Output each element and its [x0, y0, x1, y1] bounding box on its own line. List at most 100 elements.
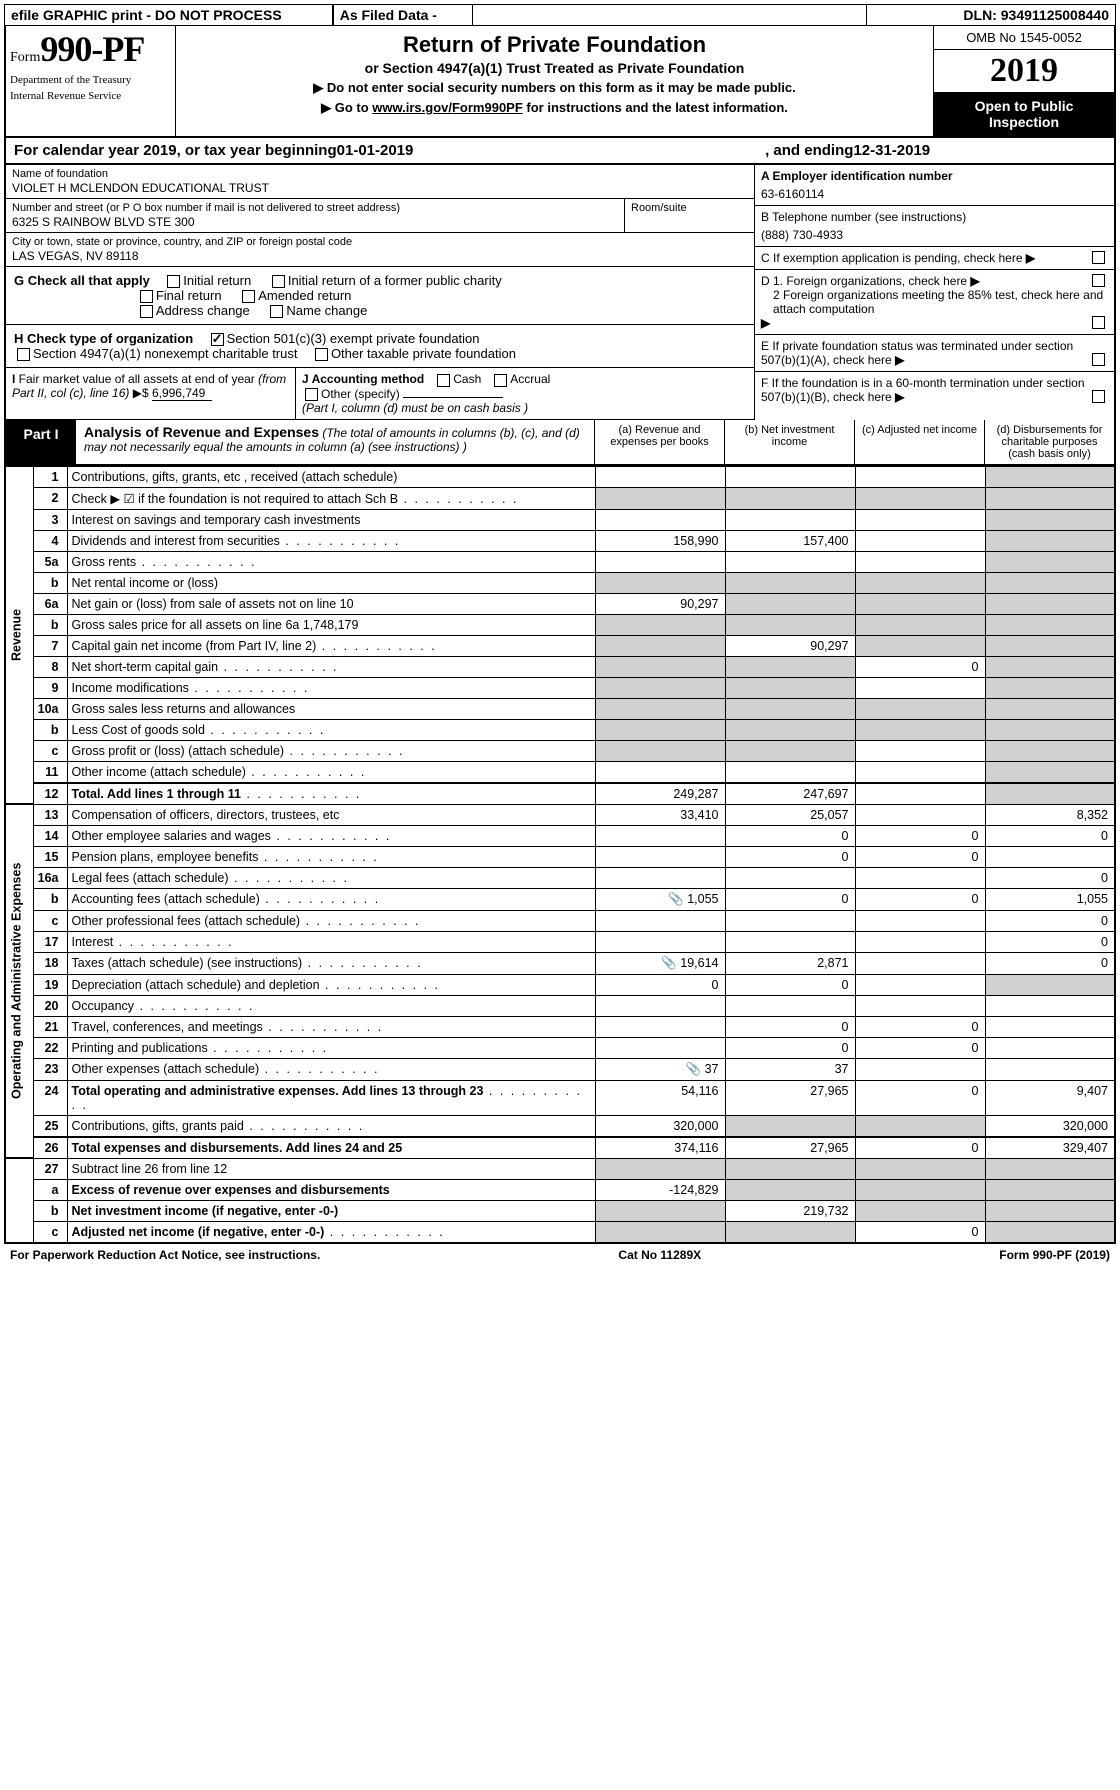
section-H: H Check type of organization Section 501… — [6, 325, 754, 368]
line-25-col-d: 320,000 — [985, 1115, 1115, 1137]
cb-4947a1[interactable] — [17, 348, 30, 361]
cb-accrual[interactable] — [494, 374, 507, 387]
line-c-col-a — [595, 910, 725, 931]
line-18-desc: Taxes (attach schedule) (see instruction… — [67, 952, 595, 974]
line-c-desc: Other professional fees (attach schedule… — [67, 910, 595, 931]
line-25-col-a: 320,000 — [595, 1115, 725, 1137]
cb-other-taxable[interactable] — [315, 348, 328, 361]
line-24-desc: Total operating and administrative expen… — [67, 1080, 595, 1115]
line-13-desc: Compensation of officers, directors, tru… — [67, 804, 595, 825]
line-6a-desc: Net gain or (loss) from sale of assets n… — [67, 593, 595, 614]
page-footer: For Paperwork Reduction Act Notice, see … — [4, 1244, 1116, 1266]
line-7-desc: Capital gain net income (from Part IV, l… — [67, 635, 595, 656]
line-7-col-a — [595, 635, 725, 656]
line-3-col-b — [725, 509, 855, 530]
line-17-col-b — [725, 931, 855, 952]
line-c-col-c — [855, 740, 985, 761]
line-8-col-b — [725, 656, 855, 677]
cb-501c3[interactable] — [211, 333, 224, 346]
line-6a-col-d — [985, 593, 1115, 614]
line-15-col-a — [595, 846, 725, 867]
line-b-col-a: 📎 1,055 — [595, 888, 725, 910]
line-4-col-a: 158,990 — [595, 530, 725, 551]
line-6a-col-b — [725, 593, 855, 614]
line-22-desc: Printing and publications — [67, 1037, 595, 1058]
line-b-col-c — [855, 719, 985, 740]
line-b-col-b: 0 — [725, 888, 855, 910]
efile-notice: efile GRAPHIC print - DO NOT PROCESS — [4, 4, 333, 26]
line-21-col-c: 0 — [855, 1016, 985, 1037]
cb-initial-former[interactable] — [272, 275, 285, 288]
line-a-desc: Excess of revenue over expenses and disb… — [67, 1179, 595, 1200]
cb-address-change[interactable] — [140, 305, 153, 318]
line-2-col-b — [725, 487, 855, 509]
line-5a-col-a — [595, 551, 725, 572]
line-c-col-b — [725, 1221, 855, 1243]
line-22-col-d — [985, 1037, 1115, 1058]
line-b-col-a — [595, 614, 725, 635]
line-c-col-c: 0 — [855, 1221, 985, 1243]
side-label: Revenue — [5, 466, 33, 804]
line-14-col-c: 0 — [855, 825, 985, 846]
line-5a-col-d — [985, 551, 1115, 572]
line-2-col-d — [985, 487, 1115, 509]
line-7-col-d — [985, 635, 1115, 656]
line-1-col-b — [725, 466, 855, 487]
line-16a-col-c — [855, 867, 985, 888]
line-14-desc: Other employee salaries and wages — [67, 825, 595, 846]
section-G: G Check all that apply Initial return In… — [6, 267, 754, 325]
line-27-col-a — [595, 1158, 725, 1179]
line-22-col-c: 0 — [855, 1037, 985, 1058]
line-8-desc: Net short-term capital gain — [67, 656, 595, 677]
line-14-col-a — [595, 825, 725, 846]
address: 6325 S RAINBOW BLVD STE 300 — [12, 215, 618, 229]
ein: 63-6160114 — [761, 187, 1108, 201]
line-a-col-b — [725, 1179, 855, 1200]
line-20-col-c — [855, 995, 985, 1016]
cb-foreign-org[interactable] — [1092, 274, 1105, 287]
line-4-col-c — [855, 530, 985, 551]
line-21-col-a — [595, 1016, 725, 1037]
line-1-desc: Contributions, gifts, grants, etc , rece… — [67, 466, 595, 487]
cb-final-return[interactable] — [140, 290, 153, 303]
irs-link[interactable]: www.irs.gov/Form990PF — [372, 100, 523, 115]
line-15-col-d — [985, 846, 1115, 867]
cb-60month[interactable] — [1092, 390, 1105, 403]
line-8-col-d — [985, 656, 1115, 677]
line-20-col-d — [985, 995, 1115, 1016]
line-c-col-d — [985, 740, 1115, 761]
cb-status-terminated[interactable] — [1092, 353, 1105, 366]
line-17-col-a — [595, 931, 725, 952]
cb-name-change[interactable] — [270, 305, 283, 318]
line-27-col-b — [725, 1158, 855, 1179]
cb-cash[interactable] — [437, 374, 450, 387]
line-3-col-a — [595, 509, 725, 530]
line-23-col-c — [855, 1058, 985, 1080]
line-20-col-a — [595, 995, 725, 1016]
cb-amended-return[interactable] — [242, 290, 255, 303]
cb-foreign-85[interactable] — [1092, 316, 1105, 329]
line-27-col-c — [855, 1158, 985, 1179]
year-end: 12-31-2019 — [853, 142, 930, 159]
line-23-col-b: 37 — [725, 1058, 855, 1080]
line-15-col-b: 0 — [725, 846, 855, 867]
phone: (888) 730-4933 — [761, 228, 1108, 242]
year-begin: 01-01-2019 — [337, 142, 414, 159]
line-12-desc: Total. Add lines 1 through 11 — [67, 783, 595, 805]
line-19-col-d — [985, 974, 1115, 995]
cb-other-method[interactable] — [305, 388, 318, 401]
cb-exemption-pending[interactable] — [1092, 251, 1105, 264]
line-20-col-b — [725, 995, 855, 1016]
line-3-col-d — [985, 509, 1115, 530]
line-b-col-d — [985, 1200, 1115, 1221]
line-14-col-b: 0 — [725, 825, 855, 846]
cb-initial-return[interactable] — [167, 275, 180, 288]
line-3-col-c — [855, 509, 985, 530]
line-26-col-d: 329,407 — [985, 1137, 1115, 1159]
attach-icon: 📎 — [668, 892, 684, 907]
line-17-col-d: 0 — [985, 931, 1115, 952]
line-b-col-a — [595, 572, 725, 593]
dln: DLN: 93491125008440 — [866, 4, 1116, 26]
line-9-desc: Income modifications — [67, 677, 595, 698]
line-b-desc: Net investment income (if negative, ente… — [67, 1200, 595, 1221]
